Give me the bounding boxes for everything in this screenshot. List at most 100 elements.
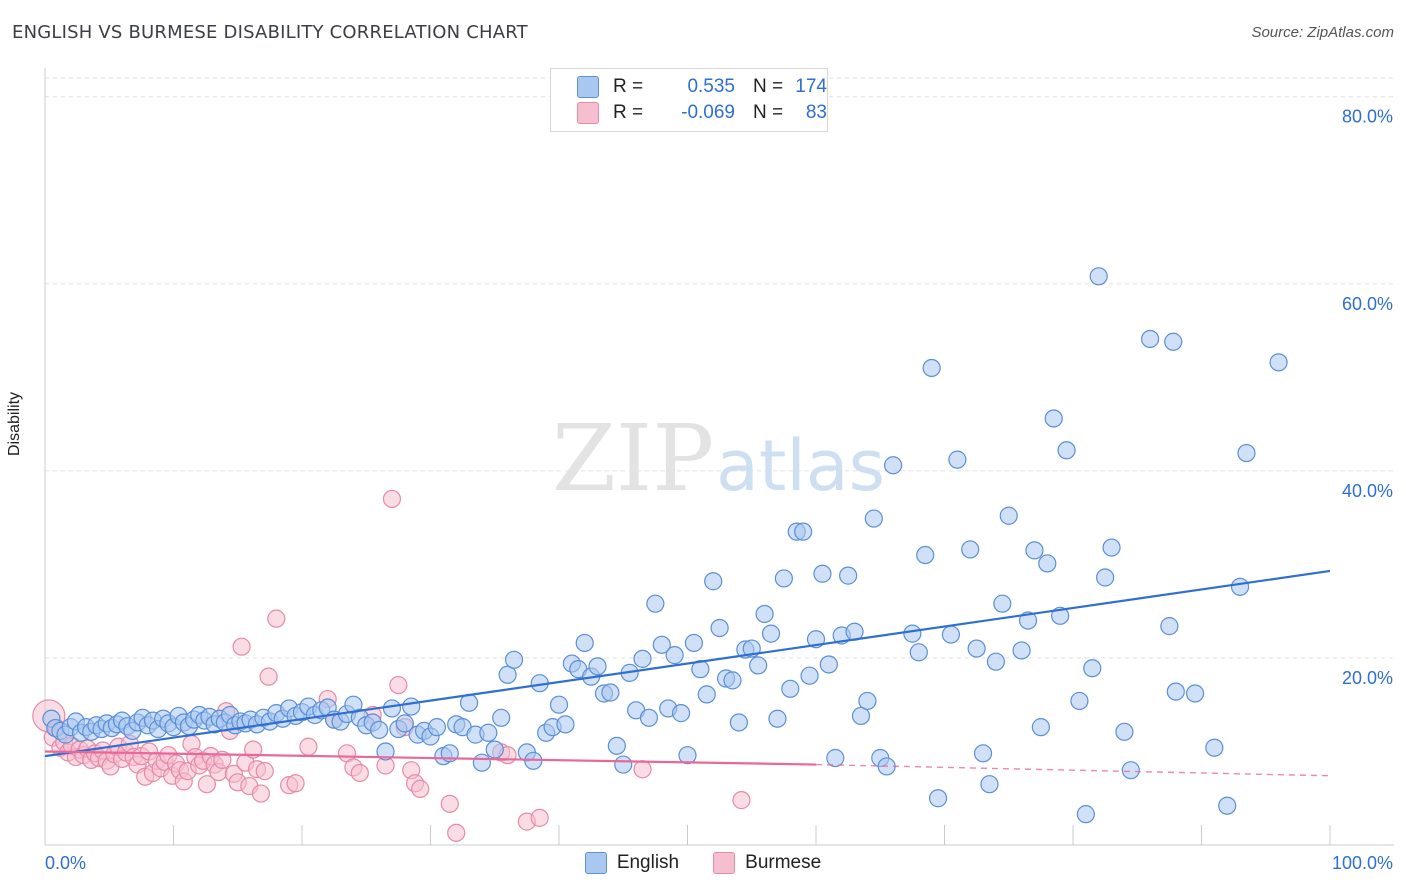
correlation-legend: R = 0.535 N = 174 R = -0.069 N = 83 [550,68,828,132]
english-legend-swatch [584,852,607,874]
english-point [704,572,723,591]
english-point [370,720,389,740]
burmese-point [633,760,652,779]
english-swatch [577,76,599,98]
english-point [639,708,659,727]
watermark-zip: ZIP [552,405,714,512]
y-tick-label: 80.0% [1342,107,1393,127]
english-point [427,718,447,737]
grid-lines [45,77,1394,659]
english-trend-line [44,569,1331,758]
english-point [1096,568,1115,587]
english-point [781,679,800,698]
tick-labels: 20.0% 40.0% 60.0% 80.0% 0.0% 100.0% [45,107,1393,873]
english-point [492,708,511,727]
english-point [1160,617,1179,636]
english-point [800,666,819,685]
burmese-point [267,609,286,628]
burmese-point [259,667,278,686]
english-point [1185,684,1205,703]
english-point [819,655,838,674]
legend-item-english[interactable]: English [584,852,679,874]
watermark-atlas: atlas [716,425,885,507]
english-r-label: R = [613,76,644,97]
axes [44,68,1394,846]
english-point [967,639,986,658]
y-tick-label: 40.0% [1342,481,1393,501]
english-point [826,748,845,768]
english-point [614,755,633,774]
y-tick-label: 60.0% [1342,294,1393,314]
burmese-point [255,762,274,781]
english-point [993,594,1012,613]
english-point [813,564,832,583]
english-point [909,643,928,662]
english-point [768,709,787,728]
english-point [1025,541,1044,560]
english-point [864,509,883,528]
english-point [402,697,421,716]
burmese-legend-label: Burmese [745,852,822,873]
english-point [479,723,498,742]
english-point [588,657,607,676]
series-legend: English Burmese [0,852,1406,874]
english-point [556,715,575,734]
english-point [1012,641,1031,660]
english-point [697,685,716,704]
english-points [42,267,1288,824]
english-point [395,714,414,733]
english-n-label: N = [753,76,784,97]
english-point [1230,577,1250,596]
english-point [1038,554,1057,573]
english-point [761,624,781,643]
english-point [1121,761,1140,780]
english-point [999,506,1018,525]
english-point [1076,805,1095,824]
english-point [382,699,402,718]
english-point [549,695,569,714]
english-point [986,652,1006,671]
english-r-value: 0.535 [687,76,735,97]
burmese-point [447,823,466,842]
burmese-point [382,489,402,509]
burmese-n-label: N = [753,102,784,123]
english-point [928,789,948,808]
english-point [1218,796,1237,815]
burmese-point [286,774,305,793]
burmese-point [197,775,217,794]
english-point [961,540,980,559]
english-point [839,566,858,585]
english-point [1018,611,1038,630]
english-point [652,635,671,654]
english-point [903,624,922,643]
english-point [1083,659,1102,678]
y-tick-label: 20.0% [1342,668,1393,688]
english-point [671,704,691,723]
burmese-point [251,784,270,803]
english-point [755,604,774,624]
english-point [980,775,999,794]
burmese-trend-line [44,750,817,766]
english-point [858,691,877,711]
legend-item-burmese[interactable]: Burmese [713,852,821,874]
english-n-value: 174 [795,76,827,97]
english-point [851,706,871,726]
burmese-legend-swatch [713,852,736,874]
english-point [504,650,524,669]
english-point [774,569,793,588]
english-point [607,736,626,755]
english-point [922,358,941,378]
english-point [723,671,742,690]
english-point [498,665,517,684]
english-point [1140,329,1160,349]
english-point [941,625,961,644]
english-point [684,633,704,653]
english-point [376,742,395,761]
english-point [1166,682,1185,701]
english-point [665,646,684,665]
english-point [729,713,749,732]
legend-row-burmese: R = -0.069 N = 83 [577,101,827,125]
english-point [1044,409,1063,428]
english-point [749,656,768,675]
